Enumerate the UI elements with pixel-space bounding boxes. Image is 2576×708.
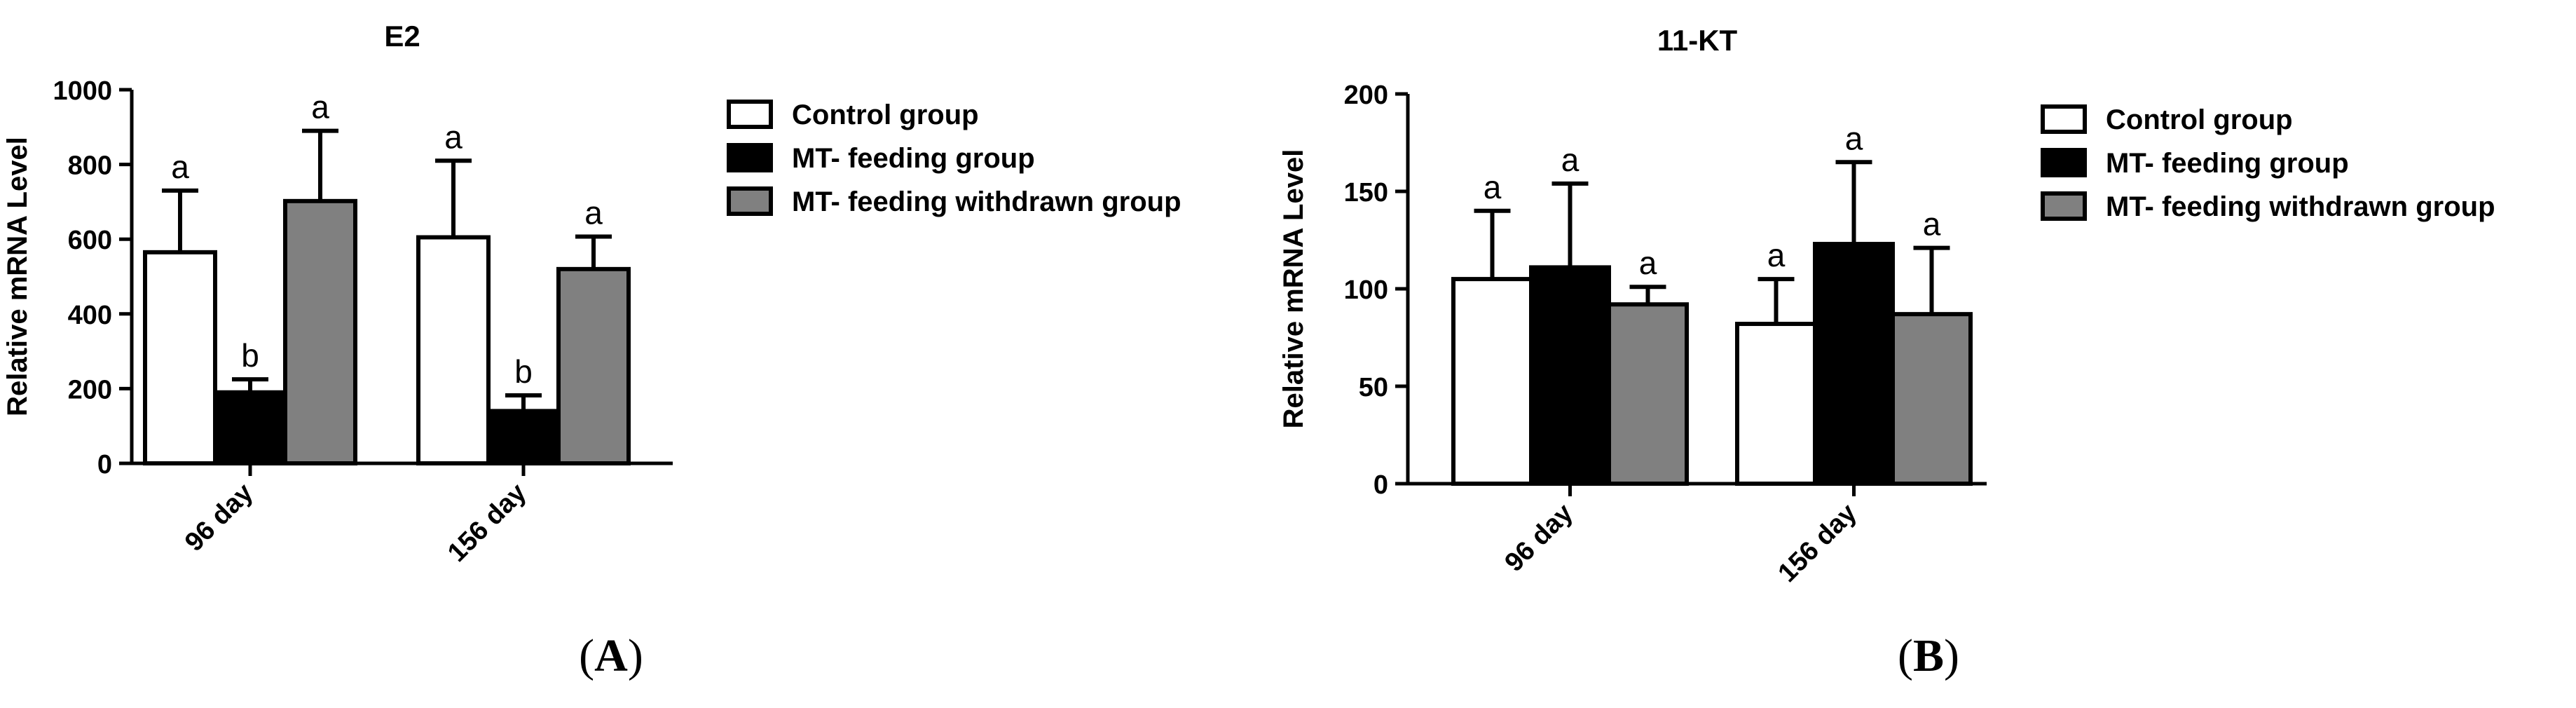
significance-label: b: [514, 353, 533, 390]
y-tick-label: 800: [68, 151, 112, 181]
legend-swatch: [2041, 148, 2087, 177]
legend-label: Control group: [792, 100, 979, 130]
x-tick-label: 96 day: [1500, 498, 1579, 578]
significance-label: a: [584, 194, 603, 231]
significance-label: b: [241, 337, 259, 374]
legend-label: MT- feeding withdrawn group: [2106, 191, 2495, 222]
y-tick-label: 400: [68, 301, 112, 330]
legend-swatch: [727, 186, 773, 216]
legend-label: MT- feeding group: [792, 143, 1035, 174]
y-tick-label: 50: [1359, 373, 1388, 402]
y-tick-label: 150: [1344, 178, 1388, 207]
panel-label-b: (B): [1886, 629, 1971, 683]
y-tick-label: 200: [68, 375, 112, 404]
significance-label: a: [311, 89, 329, 125]
bar: [213, 390, 287, 465]
legend-swatch: [2041, 104, 2087, 134]
chart-title: E2: [384, 20, 420, 53]
panel-label-b-open: (: [1898, 630, 1913, 681]
x-tick-label: 156 day: [442, 478, 532, 568]
significance-label: a: [1845, 120, 1863, 156]
panel-label-b-letter: B: [1912, 630, 1945, 681]
bar: [556, 266, 631, 465]
bar: [1813, 242, 1895, 486]
panel-label-a-close: ): [627, 630, 643, 681]
bar: [1891, 312, 1973, 486]
x-tick-label: 156 day: [1773, 498, 1863, 588]
significance-label: a: [1561, 142, 1580, 178]
significance-label: a: [1484, 169, 1502, 205]
chart-panel-1: E2 0 200 400 600 800 1000 Relative mRNA Level a b…: [2, 20, 1181, 568]
bar: [283, 198, 357, 465]
y-tick-label: 600: [68, 226, 112, 255]
x-tick-label: 96 day: [179, 478, 259, 557]
bar: [416, 235, 491, 465]
legend-label: MT- feeding group: [2106, 148, 2349, 179]
bar: [1529, 265, 1611, 486]
y-tick-label: 1000: [53, 76, 112, 106]
bar: [486, 409, 561, 466]
y-axis-label: Relative mRNA Level: [1278, 149, 1309, 429]
y-axis-label: Relative mRNA Level: [2, 137, 33, 416]
significance-label: a: [171, 149, 189, 185]
panel-label-a-letter: A: [594, 630, 628, 681]
y-tick-label: 0: [97, 450, 112, 479]
chart-title: 11-KT: [1657, 24, 1738, 57]
legend-swatch: [727, 100, 773, 129]
significance-label: a: [444, 118, 463, 155]
y-tick-label: 0: [1373, 470, 1388, 500]
bar: [1607, 302, 1689, 486]
bar: [1735, 322, 1817, 486]
chart-panel-2: 11-KT 0 50 100 150 200 Relative mRNA Level a a a 9…: [1278, 24, 2495, 588]
panel-label-a-open: (: [579, 630, 595, 681]
panel-label-b-close: ): [1944, 630, 1959, 681]
legend-swatch: [2041, 191, 2087, 221]
significance-label: a: [1923, 206, 1941, 243]
legend-label: Control group: [2106, 104, 2293, 135]
y-tick-label: 200: [1344, 81, 1388, 110]
y-tick-label: 100: [1344, 275, 1388, 305]
bar: [143, 250, 217, 465]
legend-swatch: [727, 143, 773, 172]
significance-label: a: [1639, 245, 1657, 281]
legend-label: MT- feeding withdrawn group: [792, 186, 1181, 217]
significance-label: a: [1767, 237, 1786, 273]
bar: [1451, 277, 1533, 486]
panel-label-a: (A): [569, 629, 653, 683]
